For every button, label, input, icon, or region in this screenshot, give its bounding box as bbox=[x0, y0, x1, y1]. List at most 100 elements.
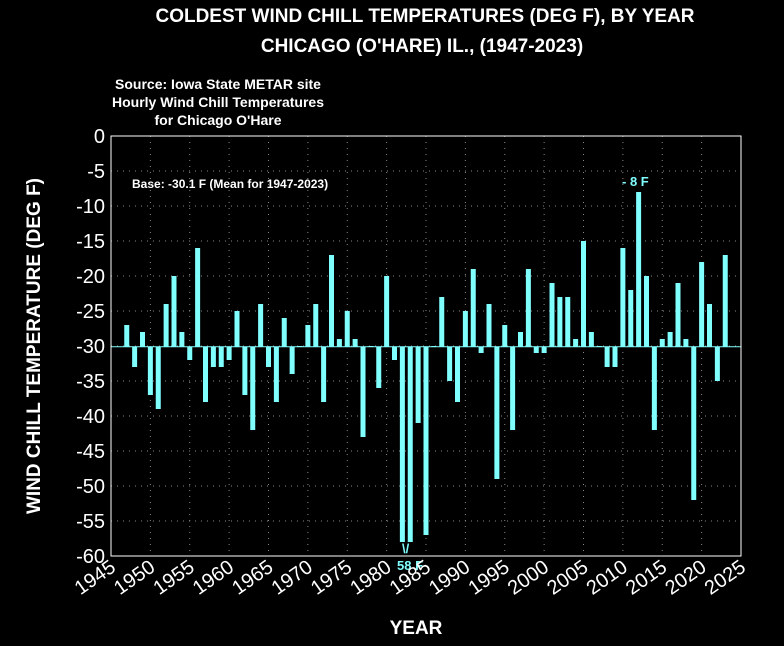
bar bbox=[399, 346, 405, 542]
bar bbox=[612, 346, 618, 367]
bar bbox=[620, 248, 626, 347]
y-axis-label: WIND CHILL TEMPERATURE (DEG F) bbox=[24, 178, 45, 514]
y-tick-label: -60 bbox=[76, 546, 105, 568]
bar bbox=[250, 346, 256, 430]
base-label: Base: -30.1 F (Mean for 1947-2023) bbox=[132, 177, 328, 191]
bar bbox=[266, 346, 271, 367]
bar bbox=[628, 290, 634, 347]
y-tick-label: -35 bbox=[76, 371, 105, 393]
x-axis-label: YEAR bbox=[390, 618, 443, 639]
bar bbox=[407, 346, 413, 542]
bar bbox=[659, 339, 665, 347]
bar bbox=[360, 346, 366, 437]
bar bbox=[210, 346, 216, 367]
bar bbox=[132, 346, 138, 367]
bar bbox=[376, 346, 382, 388]
bar bbox=[565, 297, 571, 347]
bar bbox=[226, 346, 232, 360]
x-tick-label: 2015 bbox=[622, 556, 671, 600]
bar bbox=[140, 332, 145, 347]
x-tick-label: 2010 bbox=[583, 556, 632, 600]
bar bbox=[242, 346, 248, 395]
bar bbox=[581, 241, 586, 347]
bar bbox=[604, 346, 610, 367]
x-tick-label: 2020 bbox=[661, 556, 710, 600]
bar bbox=[644, 276, 649, 347]
bar bbox=[588, 332, 594, 347]
source-line: Source: Iowa State METAR site bbox=[115, 76, 321, 92]
bar bbox=[273, 346, 279, 402]
x-tick-label: 1965 bbox=[228, 556, 277, 600]
bar bbox=[447, 346, 453, 381]
bar bbox=[573, 339, 579, 347]
y-tick-label: -5 bbox=[87, 161, 105, 183]
y-tick-label: -20 bbox=[76, 266, 105, 288]
bar bbox=[415, 346, 421, 423]
y-tick-label: -55 bbox=[76, 511, 105, 533]
bar bbox=[258, 304, 264, 347]
bar bbox=[163, 304, 169, 347]
y-tick-label: -45 bbox=[76, 441, 105, 463]
bar bbox=[691, 346, 697, 500]
x-tick-label: 1995 bbox=[465, 556, 514, 600]
bar bbox=[234, 311, 240, 347]
bar bbox=[455, 346, 460, 402]
y-tick-label: -15 bbox=[76, 231, 105, 253]
bar bbox=[525, 269, 531, 347]
bar bbox=[305, 325, 311, 347]
bar bbox=[321, 346, 327, 402]
bar bbox=[423, 346, 429, 535]
bar bbox=[195, 248, 201, 347]
bar bbox=[384, 276, 390, 347]
x-tick-label: 2025 bbox=[701, 556, 750, 600]
y-tick-label: -25 bbox=[76, 301, 105, 323]
y-tick-label: -50 bbox=[76, 476, 105, 498]
y-tick-label: -10 bbox=[76, 196, 105, 218]
bar bbox=[486, 304, 492, 347]
source-line: Hourly Wind Chill Temperatures bbox=[112, 94, 324, 110]
bar bbox=[470, 269, 476, 347]
x-tick-label: 1970 bbox=[268, 556, 317, 600]
chart-title: COLDEST WIND CHILL TEMPERATURES (DEG F),… bbox=[155, 6, 694, 27]
bar bbox=[218, 346, 224, 367]
bar bbox=[494, 346, 500, 479]
bar bbox=[313, 304, 319, 347]
x-tick-label: 1990 bbox=[425, 556, 474, 600]
bar bbox=[667, 332, 673, 347]
bar bbox=[336, 339, 342, 347]
bar bbox=[518, 332, 523, 347]
y-tick-label: -40 bbox=[76, 406, 105, 428]
max-label: - 8 F bbox=[622, 174, 649, 189]
plot-frame bbox=[110, 135, 742, 557]
bar bbox=[714, 346, 720, 381]
bar bbox=[281, 318, 287, 347]
bar bbox=[179, 332, 185, 347]
bar bbox=[636, 192, 642, 347]
chart-subtitle: CHICAGO (O'HARE) IL., (1947-2023) bbox=[261, 36, 583, 57]
bar bbox=[533, 346, 539, 353]
x-tick-label: 1960 bbox=[189, 556, 238, 600]
bar bbox=[651, 346, 657, 430]
bar bbox=[462, 311, 468, 347]
bar bbox=[352, 339, 358, 347]
bar bbox=[147, 346, 153, 395]
bar bbox=[675, 283, 681, 347]
bar bbox=[392, 346, 397, 360]
bar bbox=[289, 346, 295, 374]
x-tick-label: 1975 bbox=[307, 556, 356, 600]
bar bbox=[344, 311, 350, 347]
bar bbox=[478, 346, 484, 353]
bar bbox=[557, 297, 563, 347]
x-tick-label: 2000 bbox=[504, 556, 553, 600]
source-line: for Chicago O'Hare bbox=[154, 112, 281, 128]
bar bbox=[155, 346, 161, 409]
bar bbox=[124, 325, 130, 347]
bar bbox=[329, 255, 334, 347]
x-tick-label: 1955 bbox=[150, 556, 199, 600]
bar bbox=[699, 262, 705, 347]
bar bbox=[510, 346, 516, 430]
bar bbox=[549, 283, 555, 347]
min-label: 58 F bbox=[397, 558, 423, 573]
